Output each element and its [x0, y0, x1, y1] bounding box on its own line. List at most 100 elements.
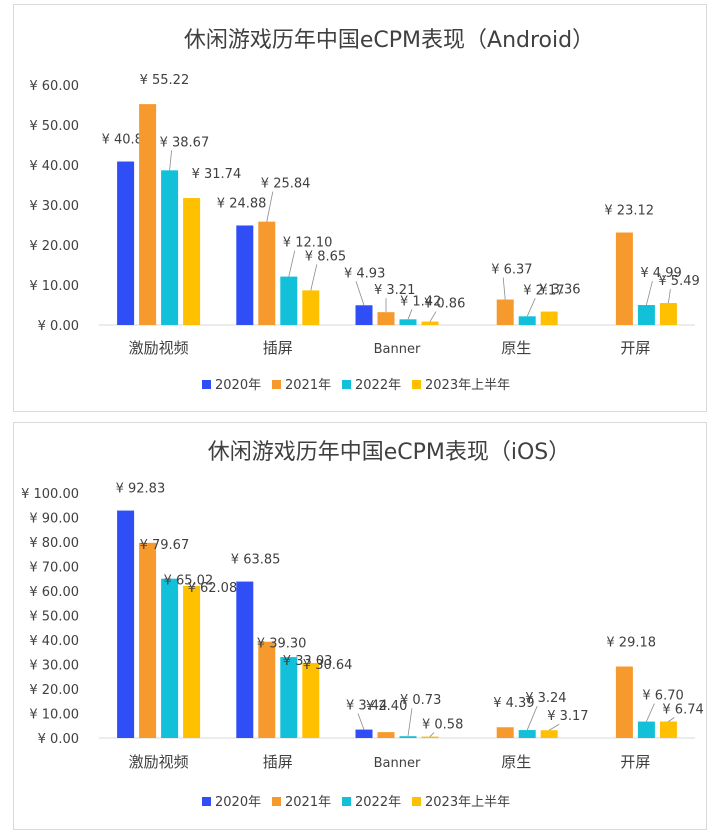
- y-tick-label: ¥ 70.00: [29, 561, 79, 576]
- legend-label: 2020年: [215, 378, 261, 393]
- y-tick-label: ¥ 10.00: [29, 279, 79, 294]
- y-tick-label: ¥ 100.00: [21, 487, 79, 502]
- data-label: ¥ 3.24: [525, 691, 566, 706]
- bar: [540, 730, 558, 738]
- bar: [161, 578, 179, 738]
- data-label: ¥ 4.93: [344, 266, 385, 281]
- bar: [518, 316, 536, 325]
- bar: [139, 104, 157, 326]
- y-tick-label: ¥ 30.00: [29, 659, 79, 674]
- data-label: ¥ 38.67: [160, 135, 210, 150]
- legend-label: 2020年: [215, 795, 261, 810]
- bar: [236, 225, 254, 325]
- y-tick-label: ¥ 80.00: [29, 536, 79, 551]
- bar: [377, 312, 395, 325]
- data-label: ¥ 0.58: [422, 718, 463, 733]
- y-tick-label: ¥ 30.00: [29, 199, 79, 214]
- data-label: ¥ 0.86: [424, 297, 465, 312]
- data-label: ¥ 40.87: [102, 133, 152, 148]
- bar: [496, 299, 514, 325]
- bar: [496, 727, 514, 738]
- data-label: ¥ 29.18: [606, 636, 656, 651]
- data-label: ¥ 12.10: [283, 236, 333, 251]
- data-label: ¥ 0.73: [400, 693, 441, 708]
- bar: [615, 232, 633, 325]
- chart-title: 休闲游戏历年中国eCPM表现（Android）: [184, 28, 594, 53]
- data-label: ¥ 1.42: [400, 294, 441, 309]
- data-label: ¥ 62.08: [188, 581, 238, 596]
- data-label: ¥ 24.88: [217, 196, 267, 211]
- x-category-label: 原生: [501, 753, 531, 771]
- bar: [302, 662, 320, 738]
- bar: [421, 321, 439, 325]
- chart-panel-android: 休闲游戏历年中国eCPM表现（Android） ¥ 0.00 ¥ 10.00 ¥ 20…: [13, 4, 707, 412]
- data-label: ¥ 39.30: [257, 637, 307, 652]
- legend-swatch: [202, 380, 211, 389]
- data-label: ¥ 4.99: [640, 266, 681, 281]
- legend-label: 2021年: [285, 378, 331, 393]
- legend-label: 2022年: [355, 378, 401, 393]
- y-tick-label: ¥ 60.00: [29, 79, 79, 94]
- bar: [355, 729, 373, 738]
- data-label: ¥ 2.40: [366, 699, 407, 714]
- data-label: ¥ 25.84: [261, 177, 311, 192]
- legend-label: 2021年: [285, 795, 331, 810]
- data-label: ¥ 92.83: [116, 482, 166, 497]
- data-label: ¥ 6.37: [491, 263, 532, 278]
- bar: [540, 311, 558, 325]
- data-label-leader: [407, 708, 413, 737]
- data-label-leader: [526, 705, 538, 731]
- data-label: ¥ 33.03: [283, 654, 333, 669]
- bar: [637, 721, 655, 738]
- data-label: ¥ 30.64: [303, 658, 353, 673]
- data-label: ¥ 3.44: [346, 699, 387, 714]
- legend-label: 2023年上半年: [425, 378, 510, 393]
- y-tick-label: ¥ 0.00: [38, 732, 79, 747]
- data-label-leader: [646, 703, 655, 722]
- bar: [117, 161, 135, 325]
- data-label-leader: [429, 311, 437, 322]
- ios-ecpm-chart: 休闲游戏历年中国eCPM表现（iOS） ¥ 0.00 ¥ 10.00 ¥ 20.00 ¥…: [21, 440, 704, 810]
- data-label-leader: [548, 723, 560, 731]
- bar: [280, 276, 298, 325]
- bar: [258, 641, 276, 738]
- data-label-leader: [668, 717, 675, 722]
- x-category-label: Banner: [374, 756, 421, 771]
- bar: [236, 581, 254, 738]
- data-label: ¥ 31.74: [192, 167, 242, 182]
- bar: [615, 666, 633, 738]
- legend-swatch: [342, 797, 351, 806]
- bar: [258, 221, 276, 325]
- y-tick-label: ¥ 0.00: [38, 319, 79, 334]
- legend-swatch: [412, 380, 421, 389]
- data-label: ¥ 3.21: [374, 283, 415, 298]
- data-label: ¥ 79.67: [140, 538, 190, 553]
- data-label-leader: [169, 150, 172, 171]
- data-label-leader: [288, 250, 296, 277]
- legend-swatch: [202, 797, 211, 806]
- bar: [355, 305, 373, 325]
- data-label-leader: [668, 288, 671, 304]
- legend-swatch: [272, 797, 281, 806]
- legend-swatch: [272, 380, 281, 389]
- y-tick-label: ¥ 40.00: [29, 634, 79, 649]
- data-label-leader: [357, 713, 365, 730]
- bar: [399, 319, 417, 325]
- data-label-leader: [502, 277, 506, 300]
- data-label-leader: [646, 280, 653, 306]
- legend-label: 2023年上半年: [425, 795, 510, 810]
- data-label-leader: [429, 732, 435, 737]
- x-category-label: 开屏: [620, 339, 650, 357]
- data-label-leader: [407, 309, 413, 320]
- legend-swatch: [412, 797, 421, 806]
- data-label: ¥ 3.17: [547, 709, 588, 724]
- data-label: ¥ 23.12: [604, 204, 654, 219]
- y-tick-label: ¥ 50.00: [29, 119, 79, 134]
- y-tick-label: ¥ 90.00: [29, 512, 79, 527]
- bar: [302, 290, 320, 325]
- data-label-leader: [266, 191, 274, 222]
- y-tick-label: ¥ 20.00: [29, 239, 79, 254]
- bar: [161, 170, 179, 325]
- bar: [117, 510, 135, 738]
- x-category-label: 开屏: [620, 753, 650, 771]
